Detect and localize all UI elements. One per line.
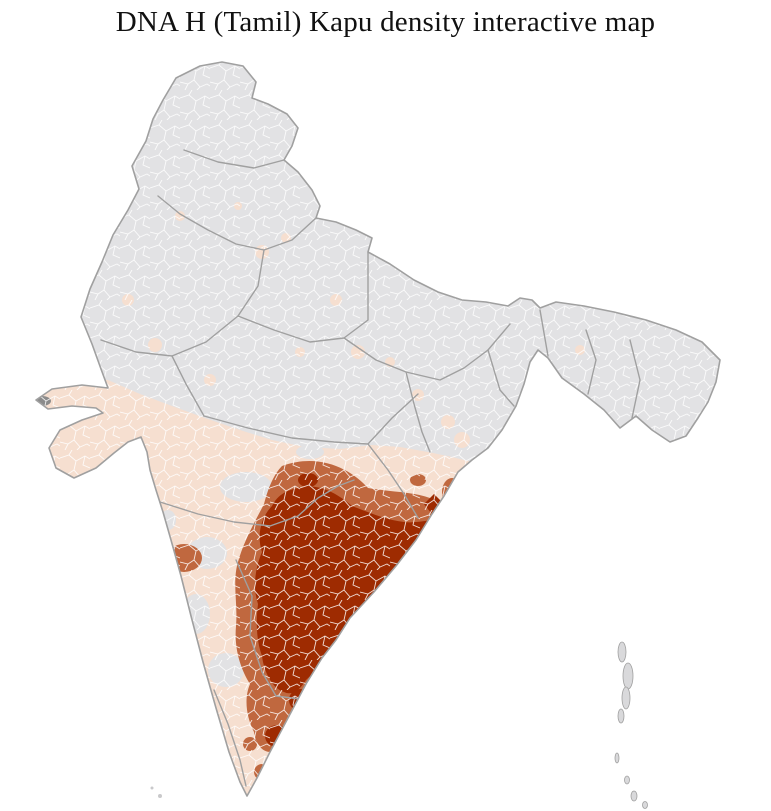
india-outline: [35, 61, 721, 797]
page-title: DNA H (Tamil) Kapu density interactive m…: [115, 6, 656, 38]
andaman-nicobar-islands[interactable]: [614, 641, 648, 809]
lakshadweep-islets: [150, 786, 162, 798]
state-borders: [100, 149, 641, 787]
